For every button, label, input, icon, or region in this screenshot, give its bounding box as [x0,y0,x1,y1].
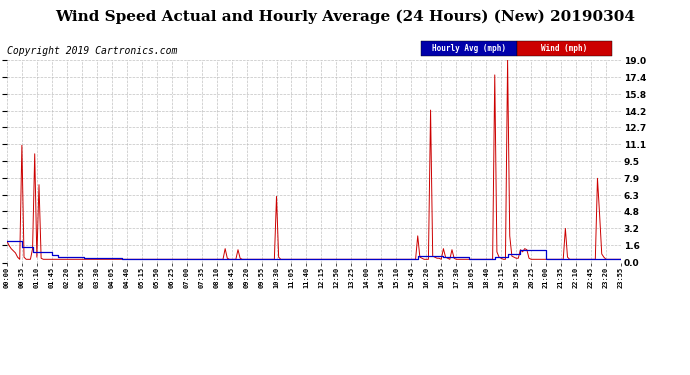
FancyBboxPatch shape [517,41,612,56]
Text: Copyright 2019 Cartronics.com: Copyright 2019 Cartronics.com [7,46,177,56]
Text: Wind (mph): Wind (mph) [541,44,587,53]
Text: Wind Speed Actual and Hourly Average (24 Hours) (New) 20190304: Wind Speed Actual and Hourly Average (24… [55,9,635,24]
FancyBboxPatch shape [422,41,517,56]
Text: Hourly Avg (mph): Hourly Avg (mph) [432,44,506,53]
